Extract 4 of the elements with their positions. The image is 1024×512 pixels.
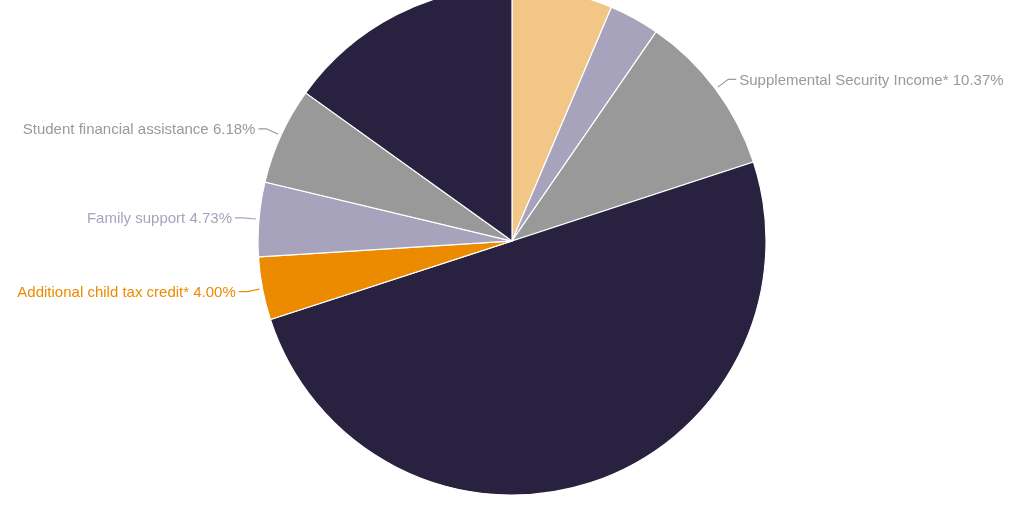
slice-label: Family support 4.73% — [86, 209, 232, 227]
slice-label: Supplemental Security Income* 10.37% — [739, 70, 1004, 88]
slice-label: Additional child tax credit* 4.00% — [17, 282, 236, 300]
slice-label: Student financial assistance 6.18% — [22, 120, 256, 138]
